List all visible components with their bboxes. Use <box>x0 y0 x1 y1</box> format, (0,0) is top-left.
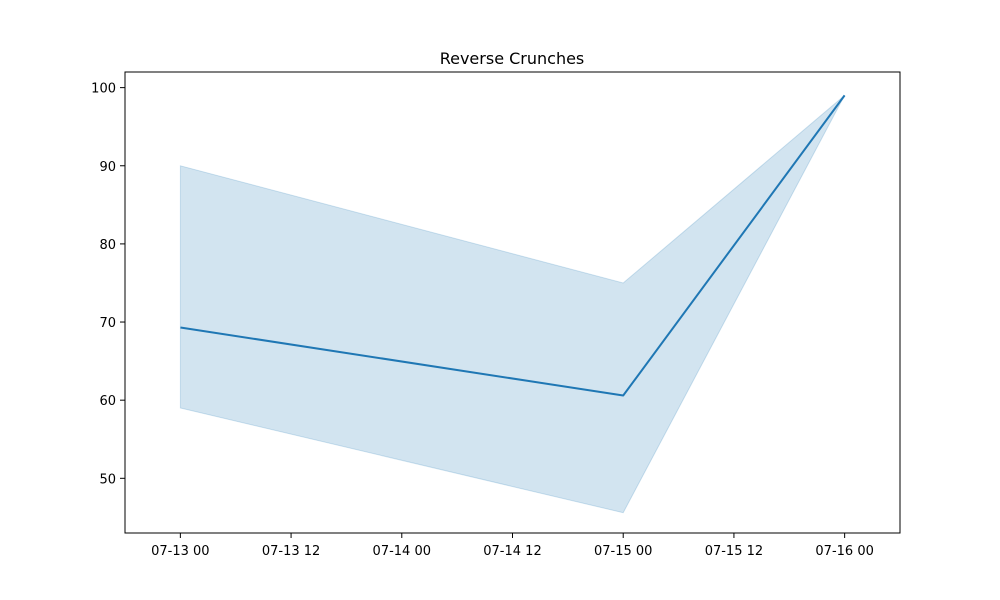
confidence-band-layer <box>179 95 846 514</box>
y-tick-label: 80 <box>99 238 116 253</box>
y-tick-label: 60 <box>99 394 116 409</box>
y-tick-label: 100 <box>91 82 116 97</box>
x-tick-label: 07-14 12 <box>483 544 541 559</box>
x-tick-label: 07-16 00 <box>815 544 873 559</box>
x-tick-label: 07-15 00 <box>594 544 652 559</box>
axes-layer: 07-13 00 07-13 12 07-14 00 07-14 12 07-15 00… <box>91 71 901 559</box>
y-tick-label: 50 <box>99 472 116 487</box>
x-tick-label: 07-15 12 <box>705 544 763 559</box>
x-tick-label: 07-14 00 <box>373 544 431 559</box>
chart-title: Reverse Crunches <box>440 49 585 68</box>
y-tick-label: 90 <box>99 160 116 175</box>
x-tick-label: 07-13 00 <box>151 544 209 559</box>
x-tick-label: 07-13 12 <box>262 544 320 559</box>
series-line-layer <box>180 94 846 397</box>
series-line <box>180 94 846 397</box>
y-tick-label: 70 <box>99 316 116 331</box>
confidence-band <box>179 95 846 514</box>
